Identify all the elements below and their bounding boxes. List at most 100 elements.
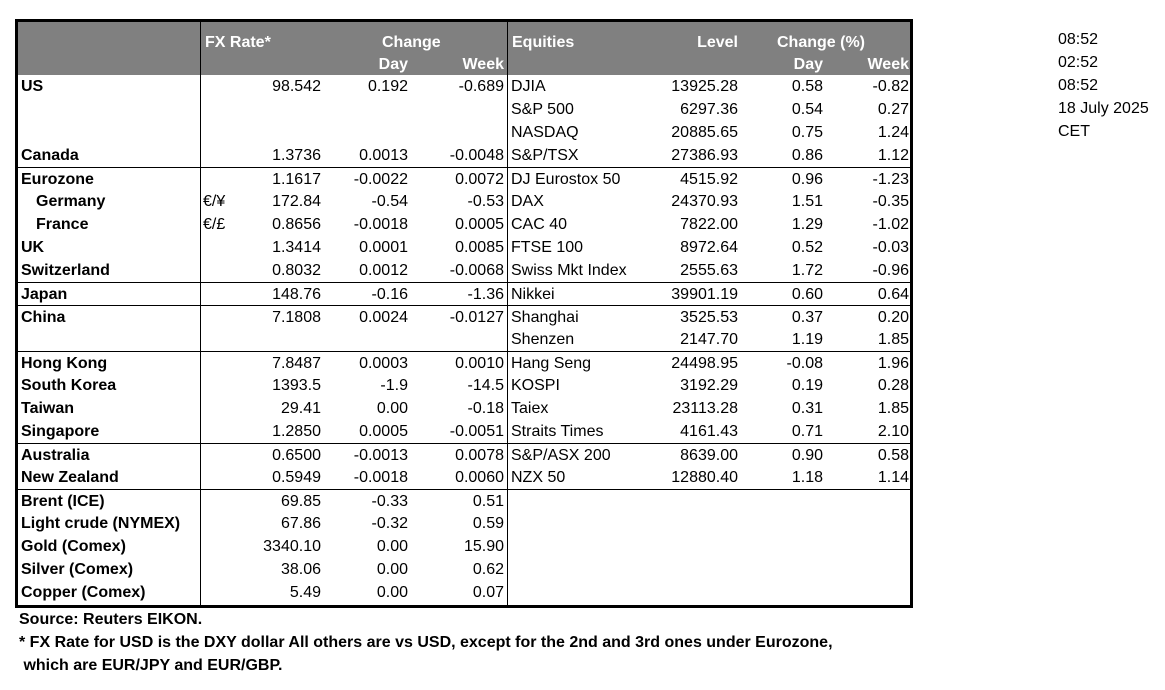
table-row: Singapore 1.2850 0.0005 -0.0051 Straits Time… [18, 420, 910, 443]
fx-rate: 1.2850 [272, 423, 321, 440]
timestamp: 08:52 [1058, 31, 1099, 48]
fx-rate: 0.8656 [272, 216, 321, 233]
equity-change-week: 1.14 [877, 469, 909, 486]
row-name: South Korea [21, 377, 117, 394]
row-name: China [21, 309, 66, 326]
equity-level: 8972.64 [680, 239, 738, 256]
table-row: Brent (ICE) 69.85 -0.33 0.51 [18, 489, 910, 513]
row-name: New Zealand [21, 469, 119, 486]
fx-change-day: 0.0012 [359, 262, 408, 279]
row-name: Canada [21, 147, 79, 164]
fx-rate: 1393.5 [272, 377, 321, 394]
equity-change-week: 0.64 [877, 286, 909, 303]
fx-change-day: -0.54 [371, 193, 408, 210]
row-name: Germany [36, 193, 106, 210]
equity-change-week: -1.23 [872, 171, 909, 188]
fx-rate: 3340.10 [263, 538, 321, 555]
equity-level: 23113.28 [672, 400, 738, 417]
equity-change-day: 1.19 [791, 331, 823, 348]
fx-change-week: -1.36 [467, 286, 504, 303]
fx-change-day: 0.00 [376, 584, 408, 601]
timestamp: 02:52 [1058, 54, 1099, 71]
equity-level: 39901.19 [671, 286, 738, 303]
equity-name: Straits Times [511, 423, 604, 440]
equity-level: 6297.36 [680, 101, 738, 118]
fx-change-day: 0.00 [376, 561, 408, 578]
equity-change-week: 1.85 [877, 400, 909, 417]
table-header: FX Rate* Change Day Week Equities Level … [18, 22, 910, 75]
table-row: Gold (Comex) 3340.10 0.00 15.90 [18, 535, 910, 558]
equity-change-week: 1.12 [877, 147, 909, 164]
footnote: which are EUR/JPY and EUR/GBP. [19, 657, 283, 674]
equity-name: Shenzen [511, 331, 575, 348]
fx-change-day: 0.0003 [359, 355, 408, 372]
fx-change-week: 0.07 [472, 584, 504, 601]
fx-change-day: 0.00 [376, 400, 408, 417]
equity-level: 3192.29 [680, 377, 738, 394]
equity-name: DJ Eurostox 50 [511, 171, 621, 188]
fx-rate: 172.84 [272, 193, 321, 210]
equity-level: 2555.63 [680, 262, 738, 279]
table-row: China 7.1808 0.0024 -0.0127 Shanghai 3525.53 0… [18, 305, 910, 328]
equity-change-day: -0.08 [786, 355, 823, 372]
equity-change-week: -0.96 [872, 262, 909, 279]
table-row: France €/£ 0.8656 -0.0018 0.0005 CAC 40 7822.0… [18, 213, 910, 236]
table-row: Japan 148.76 -0.16 -1.36 Nikkei 39901.19 0.60 0… [18, 282, 910, 305]
fx-change-week: 0.0060 [455, 469, 504, 486]
equity-name: DAX [511, 193, 544, 210]
column-divider [200, 22, 201, 605]
equity-name: Swiss Mkt Index [511, 262, 627, 279]
fx-change-week: 0.0078 [455, 447, 504, 464]
equity-name: Hang Seng [511, 355, 592, 372]
table-row: Shenzen 2147.70 1.19 1.85 [18, 328, 910, 351]
fx-change-week: -14.5 [467, 377, 504, 394]
fx-change-week: -0.0068 [449, 262, 504, 279]
fx-rate: 5.49 [289, 584, 321, 601]
table-row: Taiwan 29.41 0.00 -0.18 Taiex 23113.28 0.31 1.8… [18, 397, 910, 420]
equity-name: DJIA [511, 78, 546, 95]
table-row: Hong Kong 7.8487 0.0003 0.0010 Hang Seng 2449… [18, 351, 910, 374]
equity-level: 8639.00 [680, 447, 738, 464]
equity-level: 13925.28 [671, 78, 738, 95]
equity-level: 4161.43 [680, 423, 738, 440]
equity-change-day: 0.58 [791, 78, 823, 95]
fx-change-day: 0.0013 [359, 147, 408, 164]
timestamp: CET [1058, 123, 1090, 140]
equity-level: 2147.70 [680, 331, 738, 348]
fx-rate: 38.06 [280, 561, 321, 578]
equity-change-week: 1.96 [877, 355, 909, 372]
header-change-pct: Change (%) [777, 34, 865, 51]
equity-change-week: 1.24 [877, 124, 909, 141]
table-row: US 98.542 0.192 -0.689 DJIA 13925.28 0.58 -0.82 [18, 75, 910, 98]
fx-rate: 148.76 [272, 286, 321, 303]
equity-name: CAC 40 [511, 216, 568, 233]
header-change: Change [382, 34, 441, 51]
row-name: Australia [21, 447, 90, 464]
equity-name: S&P/ASX 200 [511, 447, 611, 464]
row-name: Eurozone [21, 171, 94, 188]
equity-change-day: 0.71 [791, 423, 823, 440]
equity-name: S&P/TSX [511, 147, 579, 164]
table-row: Eurozone 1.1617 -0.0022 0.0072 DJ Eurostox 5… [18, 167, 910, 190]
row-name: Switzerland [21, 262, 110, 279]
fx-change-week: -0.0127 [449, 309, 504, 326]
fx-rate: 1.3414 [272, 239, 321, 256]
column-divider [507, 22, 508, 605]
equity-change-day: 0.52 [791, 239, 823, 256]
fx-change-week: 0.0072 [455, 171, 504, 188]
row-name: UK [21, 239, 45, 256]
row-name: Japan [21, 286, 68, 303]
row-name: US [21, 78, 44, 95]
equity-change-week: 0.58 [877, 447, 909, 464]
fx-rate: 69.85 [280, 493, 321, 510]
table-row: UK 1.3414 0.0001 0.0085 FTSE 100 8972.64 0.52 -… [18, 236, 910, 259]
table-row: South Korea 1393.5 -1.9 -14.5 KOSPI 3192.29 0.… [18, 374, 910, 397]
row-name: Brent (ICE) [21, 490, 107, 513]
equity-level: 27386.93 [671, 147, 738, 164]
fx-rate: 29.41 [280, 400, 321, 417]
equity-name: FTSE 100 [511, 239, 584, 256]
fx-change-day: 0.0005 [359, 423, 408, 440]
fx-change-week: 0.62 [472, 561, 504, 578]
fx-change-week: -0.0051 [449, 423, 504, 440]
fx-change-day: -0.0018 [353, 469, 408, 486]
